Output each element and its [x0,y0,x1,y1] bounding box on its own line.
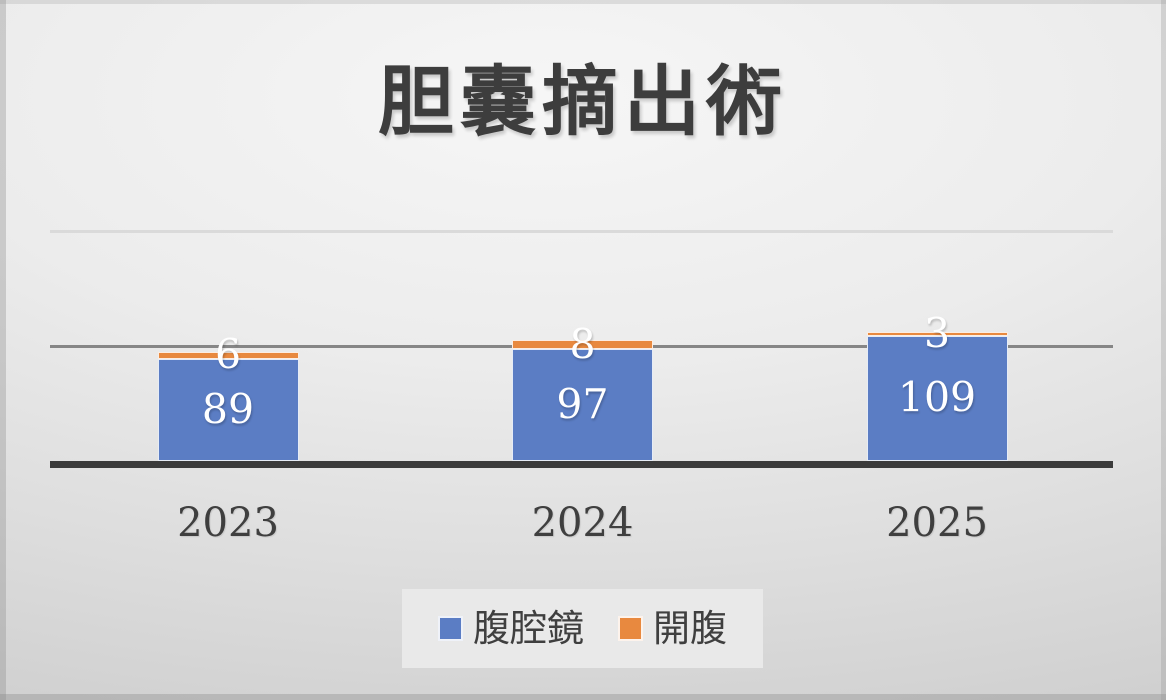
legend-label-open: 開腹 [653,607,727,650]
x-axis-label-2025: 2025 [886,500,988,546]
bar-segment-laparoscope-2024 [512,349,653,461]
bar-group-2024: 8 97 [512,324,653,461]
bar-segment-open-2023 [157,351,299,359]
data-label-open-2023: 6 [214,330,242,379]
bar-group-2023: 6 89 [157,334,299,461]
legend-label-laparoscope: 腹腔鏡 [473,607,584,650]
bar-segment-laparoscope-2025 [866,335,1008,461]
data-label-laparoscope-2024: 97 [556,380,609,429]
legend-swatch-laparoscope-icon [438,616,463,641]
legend-item-open: 開腹 [618,610,727,647]
x-axis-label-2023: 2023 [177,500,279,546]
data-label-open-2025: 3 [923,309,951,358]
x-axis-line [50,461,1113,468]
legend: 腹腔鏡 開腹 [402,589,763,668]
bar-segment-laparoscope-2023 [157,358,299,461]
data-label-laparoscope-2023: 89 [201,385,255,434]
bar-segment-open-2024 [512,340,653,350]
bar-group-2025: 3 109 [866,313,1008,461]
gridline-200 [50,229,1113,233]
data-label-laparoscope-2025: 109 [897,373,977,422]
x-axis-label-2024: 2024 [531,500,634,546]
bar-segment-open-2025 [866,332,1008,336]
legend-swatch-open-icon [618,616,643,641]
chart-title: 胆嚢摘出術 [378,57,788,146]
legend-item-laparoscope: 腹腔鏡 [438,610,584,647]
data-label-open-2024: 8 [569,320,596,369]
